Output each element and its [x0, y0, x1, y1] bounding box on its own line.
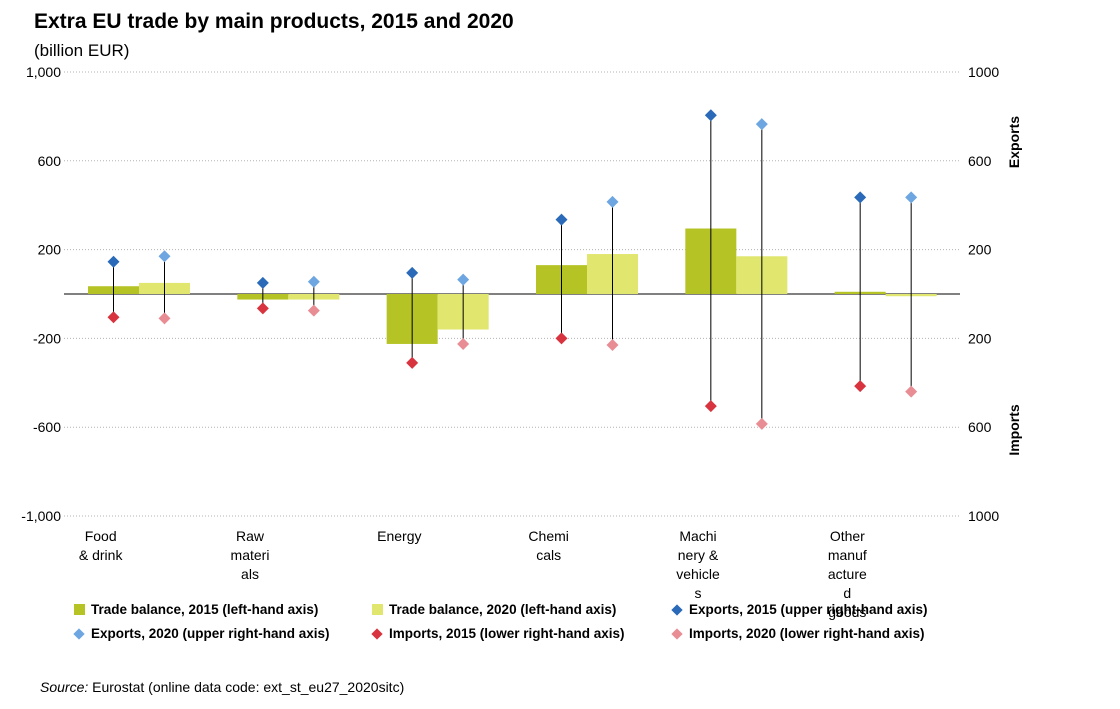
y-tick-label-left: -600: [33, 419, 61, 435]
marker-exports-2015: [854, 191, 867, 204]
x-tick-label: Energy: [377, 528, 421, 544]
marker-imports-2020: [457, 337, 470, 350]
marker-imports-2020: [755, 417, 768, 430]
marker-exports-2015: [555, 213, 568, 226]
y-tick-label-right: 600: [968, 419, 992, 435]
y-tick-label-right: 200: [968, 330, 992, 346]
x-tick-label: materi: [231, 547, 270, 563]
marker-exports-2015: [256, 276, 269, 289]
marker-exports-2020: [755, 118, 768, 131]
marker-exports-2020: [457, 273, 470, 286]
right-axis-title-imports: Imports: [1006, 404, 1022, 456]
y-tick-label-left: 1,000: [26, 64, 61, 80]
marker-exports-2015: [704, 109, 717, 122]
source-note: Source: Eurostat (online data code: ext_…: [40, 679, 404, 695]
chart-subtitle: (billion EUR): [34, 41, 130, 60]
y-tick-label-left: 600: [38, 153, 62, 169]
x-tick-label: vehicle: [676, 566, 720, 582]
marker-exports-2020: [307, 275, 320, 288]
marker-imports-2020: [905, 385, 918, 398]
marker-imports-2015: [406, 356, 419, 369]
y-tick-label-right: 1000: [968, 508, 999, 524]
x-tick-label: d: [843, 585, 851, 601]
marker-exports-2015: [406, 266, 419, 279]
x-tick-label: Chemi: [528, 528, 568, 544]
marker-imports-2015: [107, 311, 120, 324]
marker-exports-2020: [905, 191, 918, 204]
source-label: Source:: [40, 679, 89, 695]
x-tick-label: goods: [828, 604, 866, 620]
marker-imports-2020: [307, 304, 320, 317]
marker-imports-2015: [704, 400, 717, 413]
chart-title: Extra EU trade by main products, 2015 an…: [34, 10, 514, 33]
x-tick-label: Other: [830, 528, 865, 544]
x-tick-label: & drink: [79, 547, 124, 563]
x-tick-label: manuf: [828, 547, 867, 563]
marker-imports-2015: [256, 302, 269, 315]
x-tick-label: Raw: [236, 528, 265, 544]
marker-exports-2020: [606, 195, 619, 208]
y-tick-label-left: 200: [38, 242, 62, 258]
x-tick-label: s: [695, 585, 702, 601]
marker-exports-2020: [158, 250, 171, 263]
x-tick-label: Food: [85, 528, 117, 544]
y-tick-label-right: 600: [968, 153, 992, 169]
x-tick-label: Machi: [679, 528, 716, 544]
x-tick-label: nery &: [678, 547, 719, 563]
x-tick-label: als: [241, 566, 259, 582]
right-axis-title-exports: Exports: [1006, 116, 1022, 168]
y-tick-label-right: 1000: [968, 64, 999, 80]
marker-exports-2015: [107, 255, 120, 268]
x-tick-label: acture: [828, 566, 867, 582]
marker-imports-2015: [854, 380, 867, 393]
source-text: Eurostat (online data code: ext_st_eu27_…: [92, 679, 405, 695]
y-tick-label-left: -1,000: [21, 508, 61, 524]
y-tick-label-left: -200: [33, 330, 61, 346]
marker-imports-2020: [606, 339, 619, 352]
marker-imports-2015: [555, 332, 568, 345]
marker-imports-2020: [158, 312, 171, 325]
x-tick-label: cals: [536, 547, 561, 563]
y-tick-label-right: 200: [968, 242, 992, 258]
